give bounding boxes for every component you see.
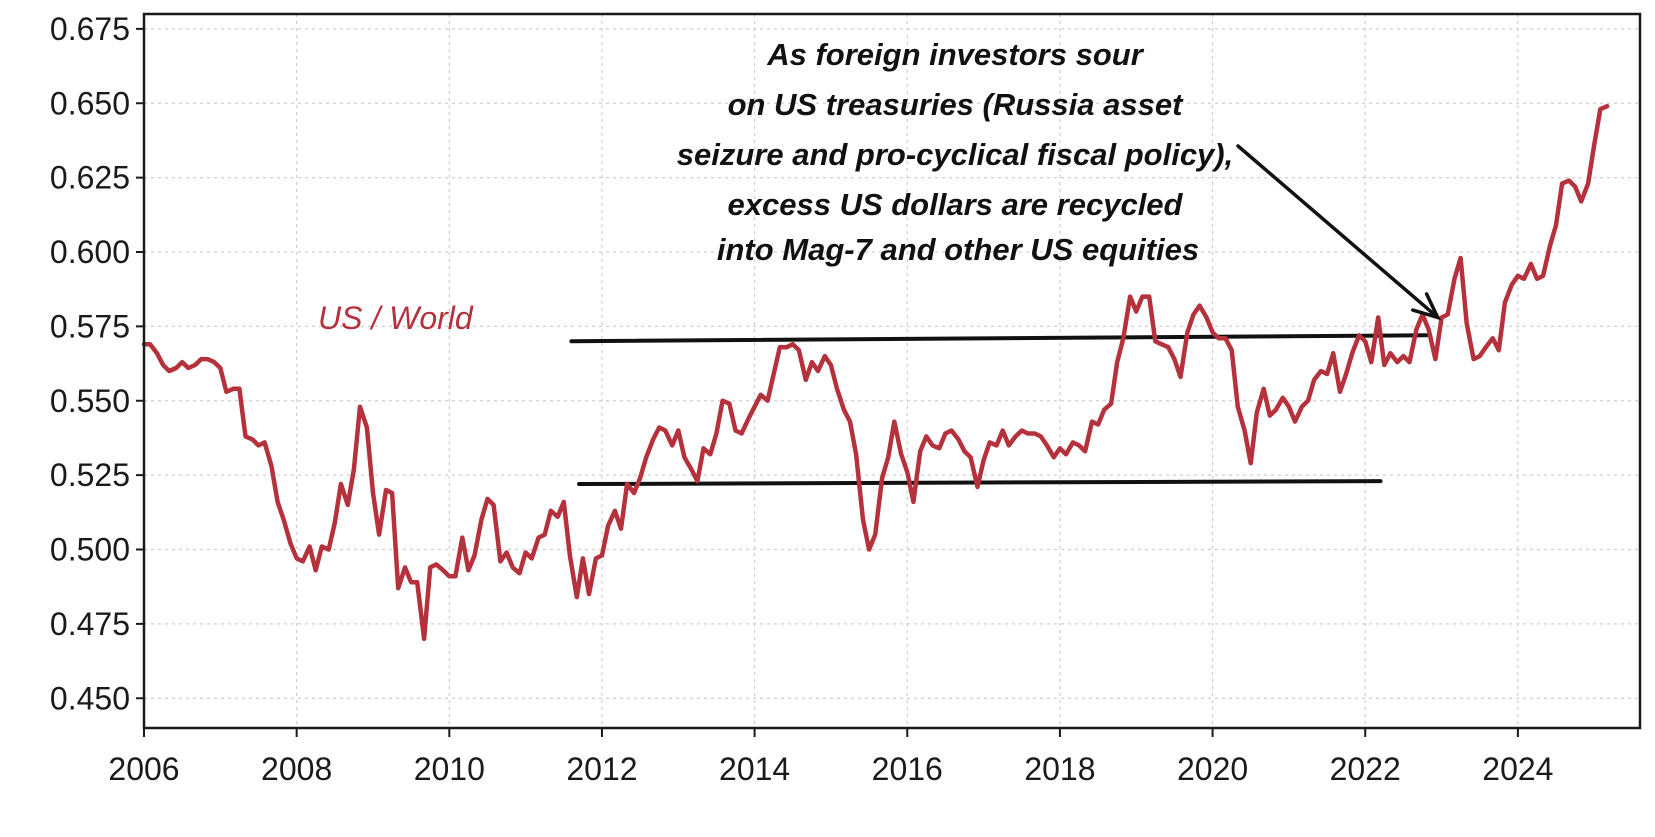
y-axis: 0.450 0.475 0.500 0.525 0.550 0.575 0.600 0.625… — [50, 11, 144, 716]
annotation: As foreign investors sour on US treasurie… — [677, 37, 1234, 267]
y-tick-label: 0.525 — [50, 457, 130, 493]
x-tick-label: 2006 — [108, 751, 179, 787]
x-tick-label: 2018 — [1024, 751, 1095, 787]
upper-trend-line — [569, 333, 1429, 344]
x-tick-label: 2012 — [566, 751, 637, 787]
x-tick-label: 2014 — [719, 751, 790, 787]
gridlines — [144, 14, 1640, 728]
annotation-line: As foreign investors sour — [766, 37, 1144, 72]
annotation-line: into Mag-7 and other US equities — [717, 232, 1199, 267]
annotation-line: on US treasuries (Russia asset — [728, 87, 1185, 122]
y-tick-label: 0.675 — [50, 11, 130, 47]
y-tick-label: 0.600 — [50, 234, 130, 270]
series-label: US / World — [318, 300, 474, 336]
x-tick-label: 2016 — [872, 751, 943, 787]
x-tick-label: 2022 — [1330, 751, 1401, 787]
y-tick-label: 0.475 — [50, 606, 130, 642]
annotation-line: seizure and pro-cyclical fiscal policy), — [677, 137, 1234, 172]
y-tick-label: 0.550 — [50, 383, 130, 419]
y-tick-label: 0.575 — [50, 308, 130, 344]
x-tick-label: 2010 — [414, 751, 485, 787]
y-tick-label: 0.650 — [50, 85, 130, 121]
series-line-us-world — [141, 103, 1610, 642]
x-tick-label: 2024 — [1482, 751, 1553, 787]
x-tick-label: 2008 — [261, 751, 332, 787]
x-tick-label: 2020 — [1177, 751, 1248, 787]
annotation-arrow-shaft — [1236, 144, 1440, 320]
annotation-line: excess US dollars are recycled — [728, 187, 1184, 222]
y-tick-label: 0.500 — [50, 532, 130, 568]
x-axis: 2006 2008 2010 2012 2014 2016 2018 2020 2022 2024 — [108, 728, 1553, 787]
y-tick-label: 0.450 — [50, 680, 130, 716]
annotation-arrow-head — [1411, 292, 1441, 321]
plot-frame — [142, 12, 1642, 730]
y-tick-label: 0.625 — [50, 160, 130, 196]
annotation-arrow — [1236, 144, 1441, 321]
